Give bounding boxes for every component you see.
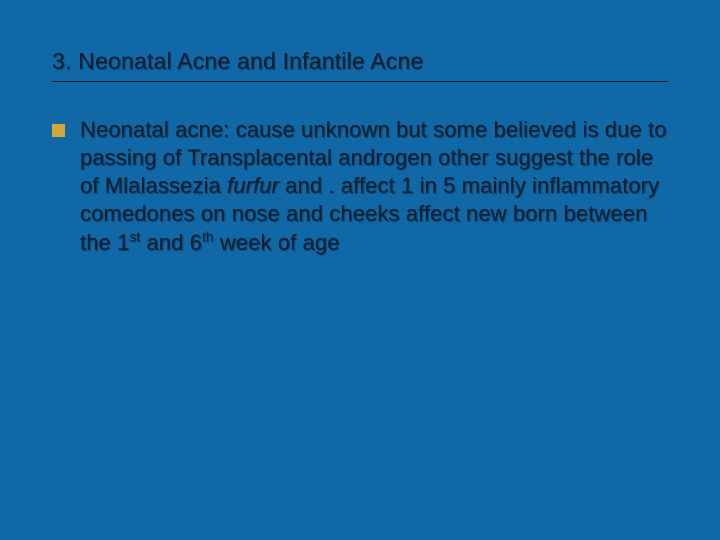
bullet-text: Neonatal acne: cause unknown but some be…: [80, 116, 668, 257]
bullet-text-sup1: st: [129, 229, 140, 244]
bullet-text-tail: week of age: [214, 230, 340, 255]
bullet-item: Neonatal acne: cause unknown but some be…: [52, 116, 668, 257]
slide-title: 3. Neonatal Acne and Infantile Acne: [52, 48, 668, 82]
bullet-text-sup2: th: [202, 229, 214, 244]
square-bullet-icon: [52, 124, 65, 137]
bullet-text-italic: furfur: [227, 173, 279, 198]
bullet-text-mid2: and 6: [140, 230, 202, 255]
slide: 3. Neonatal Acne and Infantile Acne Neon…: [0, 0, 720, 540]
